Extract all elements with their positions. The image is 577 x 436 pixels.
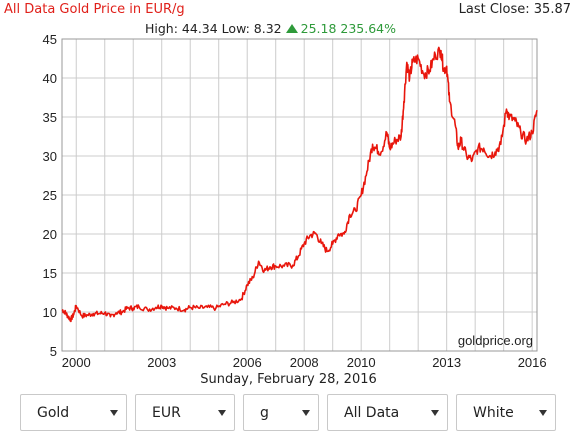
plot-area bbox=[61, 38, 538, 352]
y-tick-label: 40 bbox=[43, 71, 57, 86]
chart-controls: Gold EUR g All Data White bbox=[20, 394, 556, 431]
y-tick-label: 45 bbox=[43, 32, 57, 47]
y-tick-label: 5 bbox=[50, 344, 57, 359]
x-tick-label: 2000 bbox=[62, 355, 91, 370]
high-low-text: High: 44.34 Low: 8.32 bbox=[145, 21, 282, 36]
y-tick-label: 35 bbox=[43, 110, 57, 125]
chevron-down-icon bbox=[302, 409, 310, 416]
range-select-value: All Data bbox=[344, 404, 400, 421]
chart-grid bbox=[62, 38, 537, 352]
y-tick-label: 10 bbox=[43, 305, 57, 320]
chevron-down-icon bbox=[431, 409, 439, 416]
y-axis-ticks: 5 10 15 20 25 30 35 40 45 bbox=[43, 32, 57, 359]
chevron-down-icon bbox=[539, 409, 547, 416]
metal-select[interactable]: Gold bbox=[20, 394, 127, 431]
x-tick-label: 2006 bbox=[233, 355, 262, 370]
change-text: 25.18 235.64% bbox=[300, 21, 396, 36]
unit-select-value: g bbox=[260, 404, 269, 421]
x-tick-label: 2013 bbox=[432, 355, 461, 370]
theme-select-value: White bbox=[473, 404, 514, 421]
unit-select[interactable]: g bbox=[243, 394, 319, 431]
chevron-down-icon bbox=[110, 409, 118, 416]
triangle-up-icon bbox=[285, 24, 298, 33]
chevron-down-icon bbox=[218, 409, 226, 416]
y-tick-label: 25 bbox=[43, 188, 57, 203]
y-tick-label: 30 bbox=[43, 149, 57, 164]
last-close-label: Last Close: 35.87 bbox=[458, 2, 571, 17]
x-axis-ticks: 2000 2003 2006 2008 2010 2013 2016 bbox=[62, 355, 547, 370]
chart-title: All Data Gold Price in EUR/g bbox=[4, 2, 185, 17]
theme-select[interactable]: White bbox=[456, 394, 556, 431]
y-tick-label: 15 bbox=[43, 266, 57, 281]
price-series-line bbox=[61, 46, 538, 323]
x-tick-label: 2010 bbox=[347, 355, 376, 370]
currency-select[interactable]: EUR bbox=[135, 394, 235, 431]
currency-select-value: EUR bbox=[152, 404, 181, 421]
watermark: goldprice.org bbox=[458, 333, 533, 348]
x-tick-label: 2003 bbox=[147, 355, 176, 370]
range-select[interactable]: All Data bbox=[327, 394, 448, 431]
x-tick-label: 2008 bbox=[290, 355, 319, 370]
x-tick-label: 2016 bbox=[518, 355, 547, 370]
date-label: Sunday, February 28, 2016 bbox=[200, 372, 377, 387]
high-low-stats: High: 44.34 Low: 8.32 25.18 235.64% bbox=[145, 21, 396, 36]
metal-select-value: Gold bbox=[37, 404, 70, 421]
y-tick-label: 20 bbox=[43, 227, 57, 242]
